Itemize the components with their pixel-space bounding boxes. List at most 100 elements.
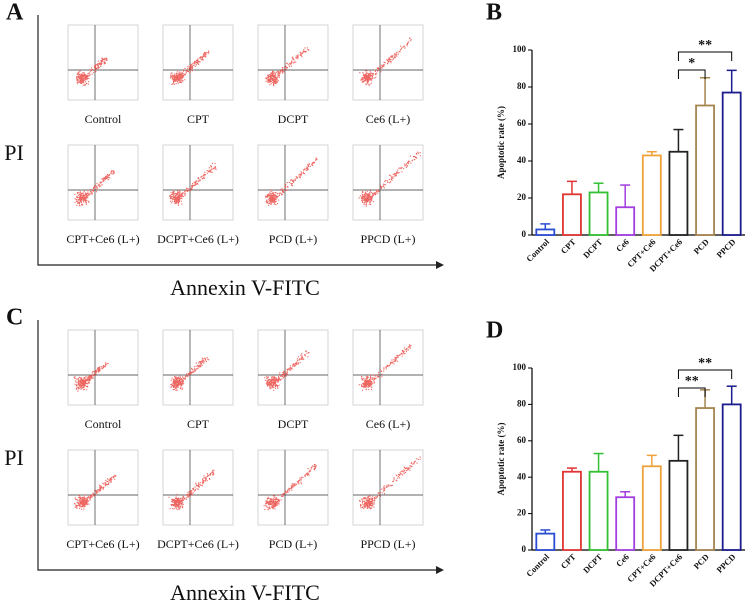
plot-frame [162, 144, 234, 221]
x-tick-label: PPCD [714, 237, 737, 260]
x-tick-label: PCD [691, 237, 710, 256]
plot-frame [67, 144, 139, 221]
plot-frame [352, 449, 424, 526]
bar [695, 104, 715, 236]
plot-frame [162, 329, 234, 406]
x-tick-label: DCPT [581, 236, 605, 260]
axis-arrow [436, 261, 444, 269]
x-tick-label: DCPT [581, 551, 605, 575]
x-axis-label: Annexin V-FITC [170, 580, 320, 600]
significance-bracket [677, 51, 733, 61]
plot-label: PPCD (L+) [360, 232, 415, 246]
y-tick-label: 40 [517, 471, 527, 481]
x-tick-label: PPCD [714, 552, 737, 575]
dot-cloud [358, 344, 412, 391]
significance-bracket [677, 69, 706, 79]
dot-cloud [358, 456, 421, 510]
dot-cloud [358, 151, 421, 207]
plot-label: CPT+Ce6 (L+) [66, 537, 139, 551]
panel-letter: D [486, 318, 503, 344]
bar [535, 228, 556, 236]
bar [668, 459, 689, 551]
significance-label: * [688, 56, 695, 71]
y-tick-label: 80 [517, 398, 527, 408]
plot-label: PPCD (L+) [360, 537, 415, 551]
plot-frame [257, 449, 329, 526]
plot-label: PCD (L+) [269, 232, 317, 246]
dot-cloud [169, 162, 217, 206]
plot-label: CPT [187, 112, 210, 126]
x-tick-label: Control [524, 236, 551, 263]
bar [588, 470, 609, 551]
y-tick-label: 0 [522, 544, 527, 554]
plot-label: PCD (L+) [269, 537, 317, 551]
x-tick-label: CPT [559, 236, 578, 255]
bar [641, 154, 662, 236]
dot-cloud [168, 469, 215, 511]
axis-y [37, 15, 436, 266]
plot-frame [257, 329, 329, 406]
panel-letter: A [6, 0, 24, 26]
y-axis-label: Apoptotic rate (%) [496, 106, 506, 179]
dot-cloud [76, 57, 108, 86]
plot-label: Ce6 (L+) [366, 112, 410, 126]
x-tick-label: Control [524, 551, 551, 578]
significance-label: ** [685, 374, 699, 389]
plot-frame [67, 24, 139, 101]
bar [562, 470, 582, 551]
plot-frame [352, 329, 424, 406]
axis-y [37, 320, 436, 571]
plot-label: CPT+Ce6 (L+) [66, 232, 139, 246]
dot-cloud [265, 47, 310, 87]
plot-label: Ce6 (L+) [366, 417, 410, 431]
x-tick-label: Ce6 [614, 552, 631, 569]
plot-frame [257, 144, 329, 221]
y-axis-label: PI [4, 445, 24, 470]
x-tick-label: CPT [559, 551, 578, 570]
y-tick-label: 0 [522, 229, 527, 239]
plot-label: DCPT+Ce6 (L+) [157, 537, 239, 551]
plot-frame [257, 24, 329, 101]
y-tick-label: 20 [517, 192, 527, 202]
dot-cloud [170, 357, 210, 391]
y-tick-label: 60 [517, 435, 527, 445]
plot-label: Control [85, 417, 122, 431]
significance-bracket [677, 369, 733, 379]
bar [562, 193, 582, 236]
y-tick-label: 40 [517, 155, 527, 165]
x-tick-label: PCD [691, 552, 710, 571]
bar [668, 150, 689, 236]
y-tick-label: 100 [513, 362, 527, 372]
significance-label: ** [698, 356, 712, 371]
plot-label: CPT [187, 417, 210, 431]
x-axis-label: Annexin V-FITC [170, 275, 320, 300]
plot-label: DCPT [278, 112, 309, 126]
plot-frame [162, 24, 234, 101]
dot-cloud [264, 350, 310, 391]
dot-cloud [74, 170, 115, 207]
panel-letter: B [486, 0, 502, 26]
bar [641, 465, 662, 551]
bar [615, 496, 636, 551]
bar [615, 206, 636, 236]
dot-cloud [170, 50, 210, 85]
y-tick-label: 80 [517, 81, 527, 91]
dot-cloud [73, 362, 109, 392]
panel-letter: C [6, 305, 23, 331]
dot-cloud [73, 474, 117, 510]
y-tick-label: 20 [517, 508, 527, 518]
bar [721, 403, 742, 551]
y-tick-label: 60 [517, 118, 527, 128]
x-tick-label: Ce6 [614, 237, 631, 254]
significance-bracket [677, 387, 706, 397]
bar [535, 532, 556, 551]
y-tick-label: 100 [513, 44, 527, 54]
plot-label: DCPT [278, 417, 309, 431]
plot-frame [352, 24, 424, 101]
dot-cloud [263, 463, 317, 511]
y-axis-label: PI [4, 140, 24, 165]
plot-label: Control [85, 112, 122, 126]
y-axis-label: Apoptotic rate (%) [496, 423, 506, 496]
dot-cloud [265, 157, 318, 206]
